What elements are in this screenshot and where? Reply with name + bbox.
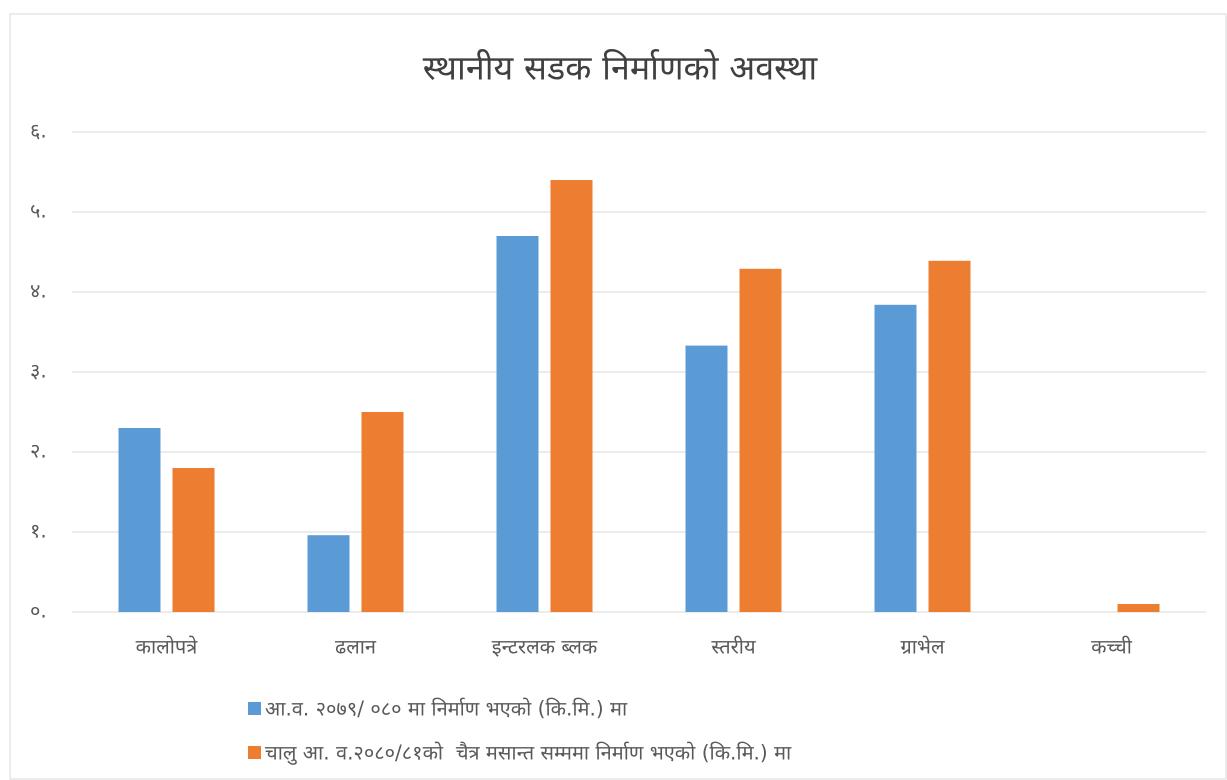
legend-swatch [248, 702, 261, 715]
bar [928, 260, 971, 612]
x-tick-label: कच्ची [1091, 635, 1133, 659]
y-tick-label: ०. [30, 599, 47, 623]
bar [685, 345, 728, 612]
bar [496, 236, 539, 612]
legend-label: आ.व. २०७९/ ०८० मा निर्माण भएको (कि.मि.) … [265, 697, 628, 721]
bar [361, 412, 404, 612]
y-tick-label: ३. [30, 359, 47, 383]
bar [874, 304, 917, 612]
y-tick-label: ४. [30, 279, 47, 303]
legend-label: चालु आ. व.२०८०/८१को चैत्र मसान्त सम्ममा … [265, 741, 792, 766]
y-tick-label: ५. [30, 199, 47, 223]
chart-border [9, 13, 1227, 780]
x-tick-label: ग्राभेल [900, 635, 945, 659]
x-tick-label: स्तरीय [711, 635, 756, 659]
bar [172, 468, 215, 612]
x-tick-label: कालोपत्रे [136, 635, 199, 659]
y-tick-label: ६. [30, 119, 47, 143]
bar [739, 268, 782, 612]
bar [118, 428, 161, 612]
bar [307, 535, 350, 612]
bar [550, 180, 593, 612]
y-tick-label: २. [30, 439, 47, 463]
x-tick-label: ढलान [335, 635, 377, 659]
bar [1117, 604, 1160, 612]
y-tick-label: १. [30, 519, 47, 543]
chart-title: स्थानीय सडक निर्माणको अवस्था [423, 49, 819, 89]
x-tick-label: इन्टरलक ब्लक [492, 635, 598, 659]
legend-swatch [248, 746, 261, 759]
